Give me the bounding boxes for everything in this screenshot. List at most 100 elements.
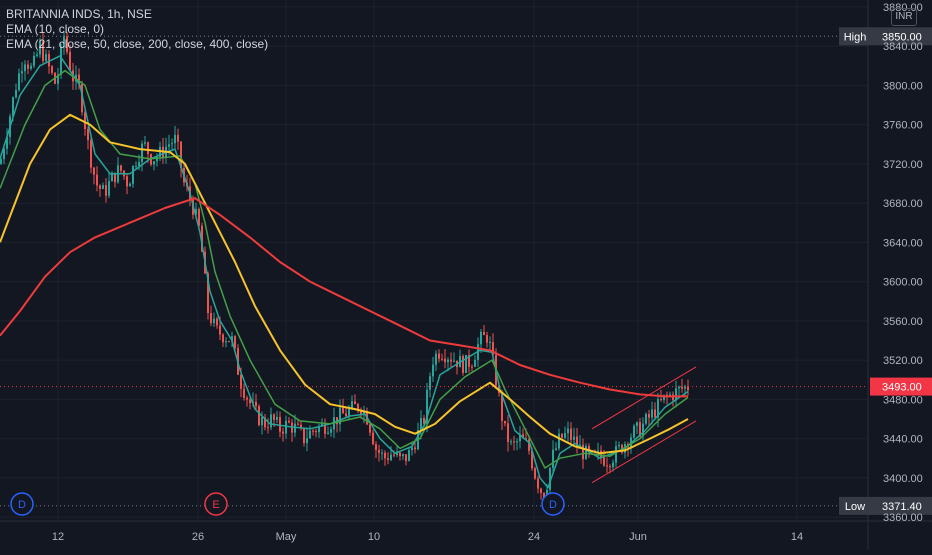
- candle-body: [567, 428, 569, 434]
- trend-channel: [591, 366, 697, 484]
- channel-lower-line: [591, 420, 697, 484]
- candle-body: [597, 450, 599, 453]
- candle-body: [606, 465, 608, 467]
- candle-body: [87, 129, 89, 141]
- candle-body: [12, 97, 14, 117]
- candle-body: [300, 424, 302, 429]
- candle-body: [330, 429, 332, 433]
- ema-10-legend[interactable]: EMA (10, close, 0): [6, 22, 105, 36]
- candle-body: [228, 341, 230, 343]
- candle-body: [234, 336, 236, 349]
- candle-body: [306, 438, 308, 444]
- y-tick-label: 3560.00: [883, 316, 923, 328]
- low-tag: [839, 496, 871, 515]
- ema-21-line: [0, 69, 689, 469]
- candle-body: [486, 335, 488, 343]
- candle-body: [207, 273, 209, 313]
- candle-body: [531, 450, 533, 469]
- candle-body: [354, 401, 356, 405]
- low-value-box: [870, 496, 932, 515]
- candle-body: [585, 445, 587, 460]
- candle-body: [534, 468, 536, 479]
- candle-body: [0, 159, 2, 164]
- candle-body: [243, 388, 245, 398]
- candle-body: [90, 140, 92, 168]
- candle-body: [255, 401, 257, 407]
- candle-body: [426, 389, 428, 424]
- candle-body: [642, 423, 644, 437]
- ema-200-line: [0, 197, 688, 398]
- price-axis[interactable]: 3880.003840.003800.003760.003720.003680.…: [883, 2, 923, 524]
- candle-body: [261, 417, 263, 426]
- candle-body: [468, 354, 470, 367]
- candle-body: [519, 434, 521, 442]
- x-tick-label: 14: [791, 531, 803, 543]
- candle-body: [471, 366, 473, 368]
- candle-body: [39, 41, 41, 55]
- candle-body: [615, 446, 617, 463]
- y-tick-label: 3640.00: [883, 237, 923, 249]
- candle-body: [675, 388, 677, 401]
- candle-body: [381, 452, 383, 454]
- x-tick-label: 24: [528, 531, 540, 543]
- last-price-value: 3493.00: [882, 382, 922, 394]
- high-value: 3850.00: [882, 31, 922, 43]
- candle-body: [564, 433, 566, 438]
- candle-body: [267, 427, 269, 429]
- candle-body: [27, 64, 29, 69]
- candle-body: [30, 65, 32, 69]
- event-marker[interactable]: [204, 492, 228, 516]
- candle-body: [15, 90, 17, 98]
- candle-body: [387, 458, 389, 461]
- last-price-value-box: [870, 377, 932, 396]
- ema-50-line: [0, 113, 689, 455]
- chart-legend: BRITANNIA INDS, 1h, NSE EMA (10, close, …: [6, 7, 268, 52]
- candle-body: [339, 407, 341, 425]
- price-markers: High 3850.00 Low 3371.40 3493.00: [0, 27, 932, 515]
- candle-body: [375, 444, 377, 450]
- candle-body: [48, 54, 50, 67]
- event-marker[interactable]: [541, 492, 565, 516]
- candle-body: [420, 418, 422, 431]
- candle-body: [171, 143, 173, 145]
- candle-body: [453, 360, 455, 362]
- y-tick-label: 3480.00: [883, 394, 923, 406]
- candle-body: [156, 156, 158, 162]
- y-tick-label: 3600.00: [883, 277, 923, 289]
- event-marker[interactable]: [10, 492, 34, 516]
- currency-badge[interactable]: INR: [891, 8, 917, 26]
- candle-body: [312, 430, 314, 432]
- candle-body: [66, 36, 68, 52]
- candle-body: [633, 425, 635, 438]
- candle-body: [369, 424, 371, 433]
- candle-body: [501, 392, 503, 421]
- candle-body: [657, 399, 659, 418]
- candle-body: [678, 386, 680, 389]
- candle-body: [432, 364, 434, 377]
- candle-body: [42, 41, 44, 61]
- candle-body: [399, 452, 401, 457]
- y-tick-label: 3680.00: [883, 198, 923, 210]
- candle-body: [492, 342, 494, 355]
- x-tick-label: 10: [368, 531, 380, 543]
- candle-body: [438, 353, 440, 359]
- candle-body: [147, 142, 149, 155]
- candle-body: [612, 462, 614, 468]
- candle-body: [132, 165, 134, 184]
- y-tick-label: 3760.00: [883, 120, 923, 132]
- symbol-title[interactable]: BRITANNIA INDS, 1h, NSE: [6, 7, 152, 21]
- candle-body: [111, 172, 113, 182]
- y-tick-label: 3520.00: [883, 355, 923, 367]
- x-tick-label: May: [276, 531, 297, 543]
- ema-multi-legend[interactable]: EMA (21, close, 50, close, 200, close, 4…: [6, 37, 269, 51]
- time-axis[interactable]: 12 26 May 10 24 Jun 14: [52, 531, 803, 543]
- candle-body: [408, 450, 410, 462]
- candle-body: [102, 185, 104, 189]
- candle-body: [6, 136, 8, 149]
- candle-body: [324, 423, 326, 434]
- candle-body: [120, 165, 122, 171]
- candle-body: [201, 225, 203, 252]
